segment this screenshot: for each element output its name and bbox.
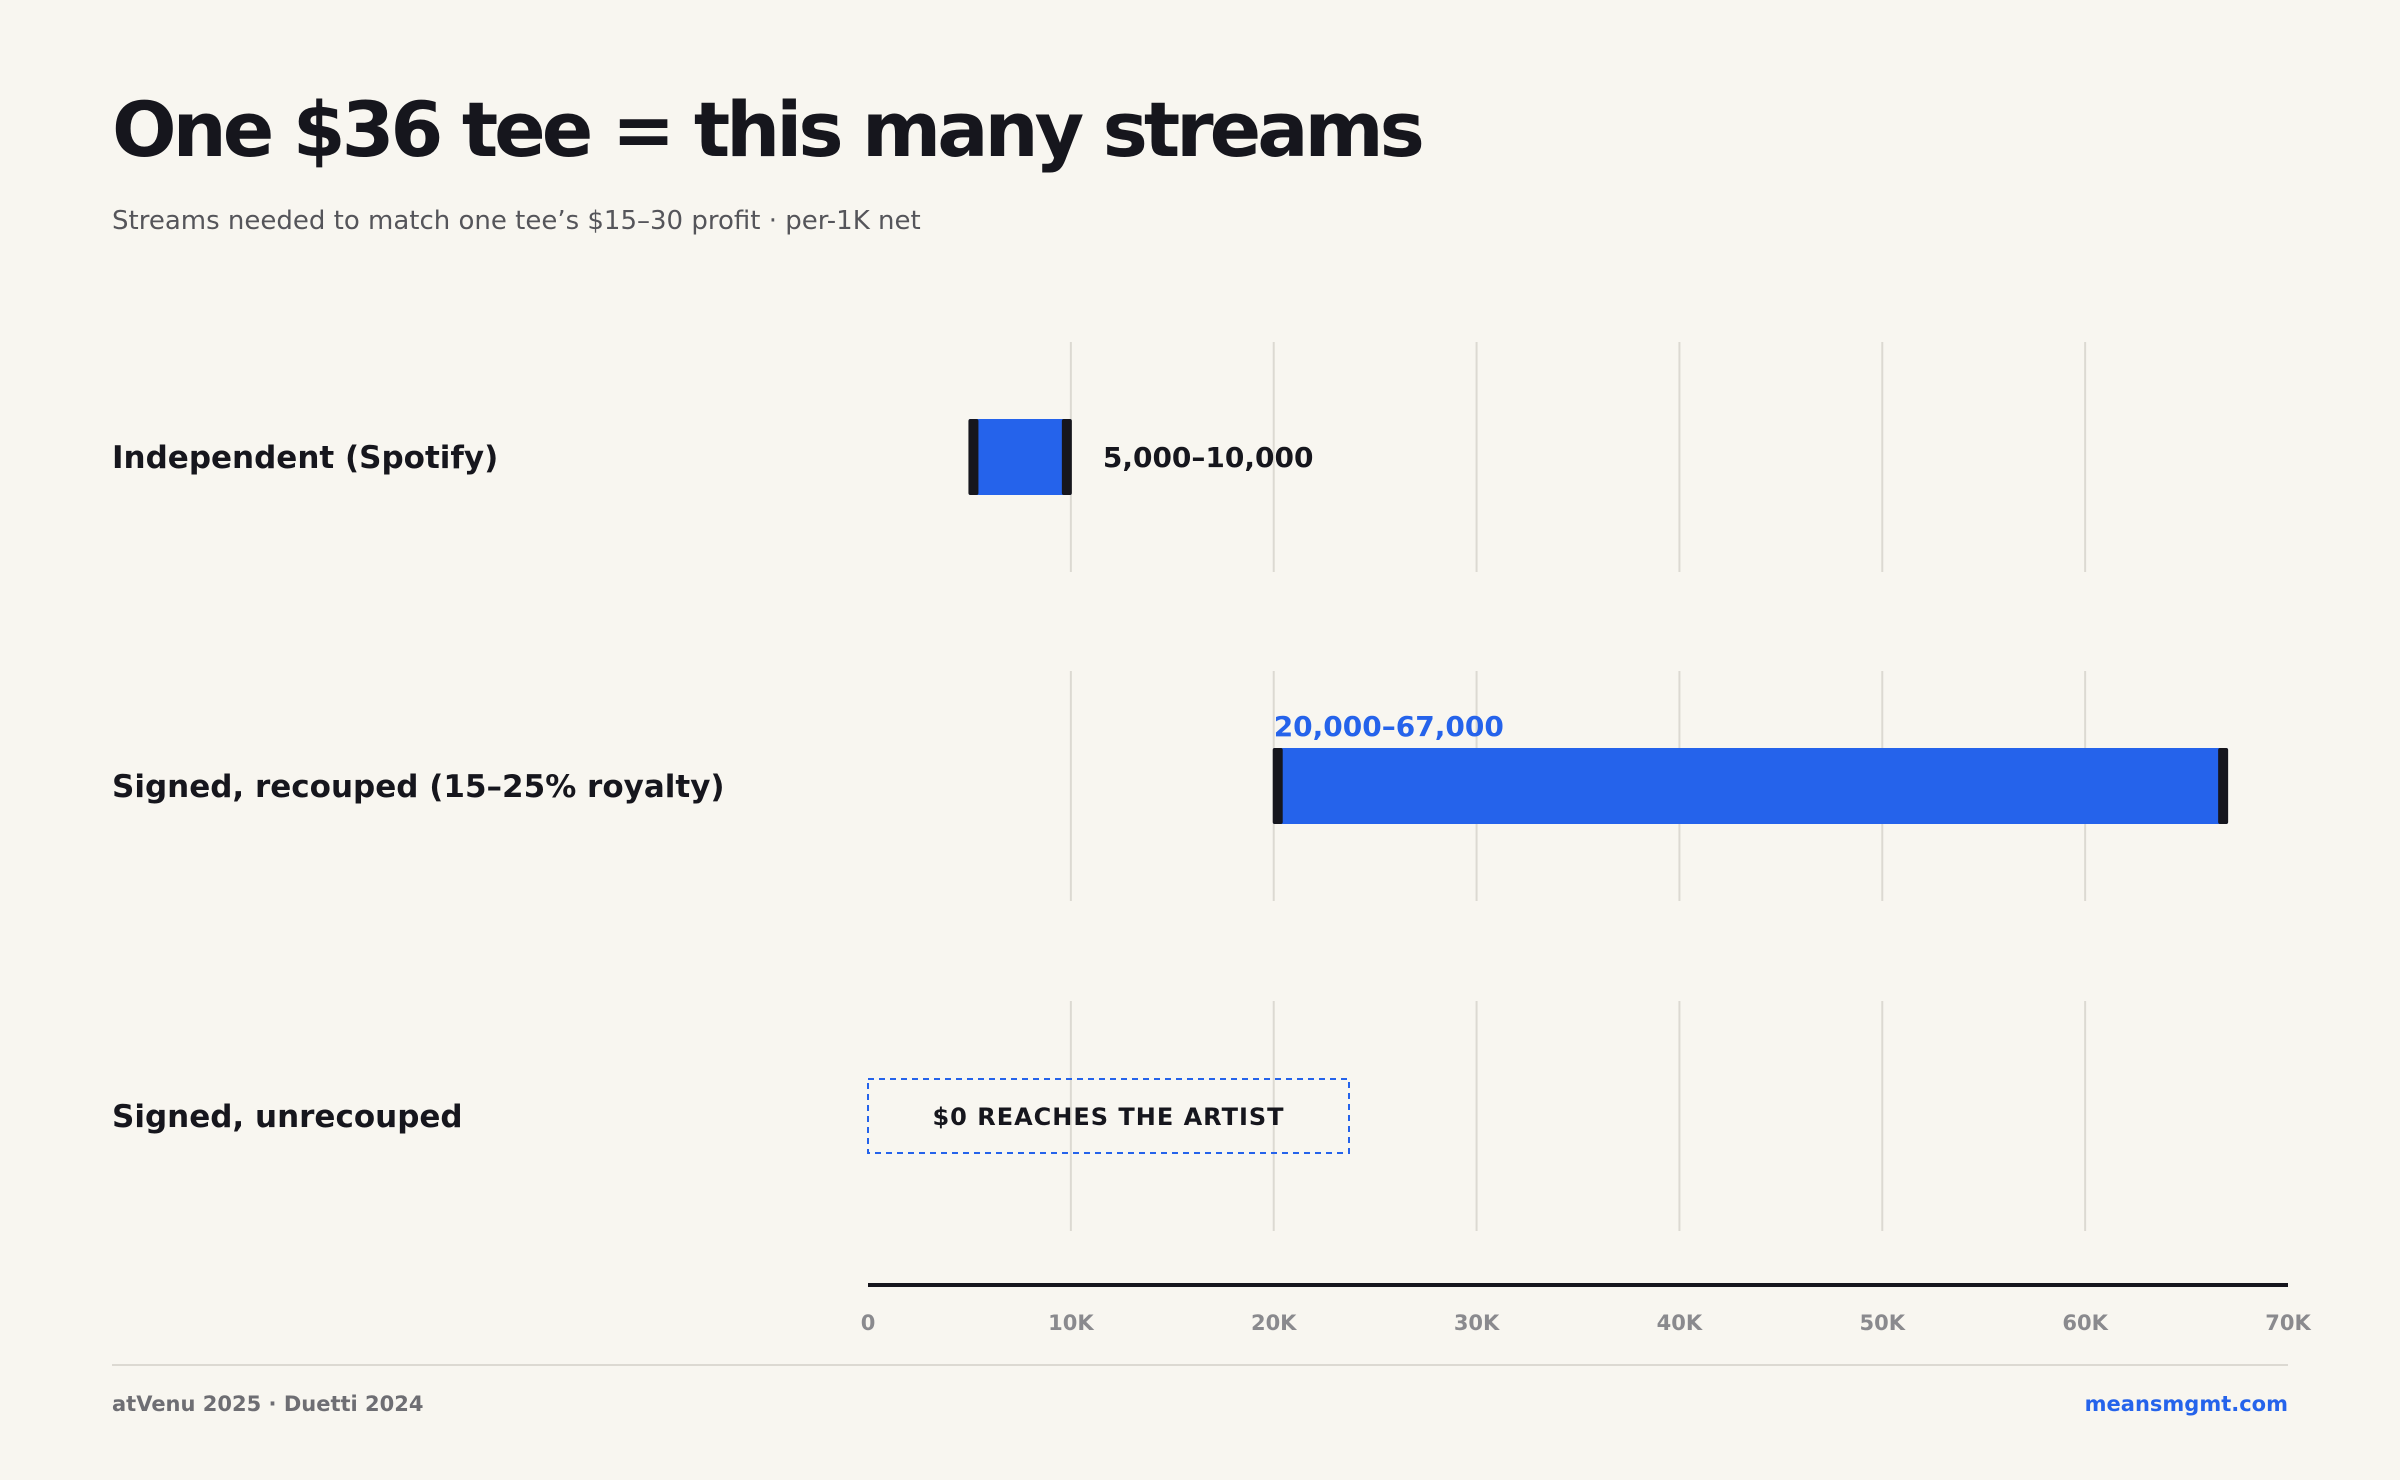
x-tick-label: 70K <box>2265 1311 2311 1335</box>
category-label: Independent (Spotify) <box>112 440 498 476</box>
chart-subtitle: Streams needed to match one tee’s $15–30… <box>112 206 921 236</box>
range-cap-high <box>2218 748 2229 824</box>
range-cap-low <box>1272 748 1283 824</box>
chart-title: One $36 tee = this many streams <box>112 85 1425 174</box>
range-bar-chart: Independent (Spotify) 5,000–10,000 Signed,… <box>112 342 2311 1335</box>
category-label: Signed, recouped (15–25% royalty) <box>112 769 725 805</box>
footer-link[interactable]: meansmgmt.com <box>2084 1392 2288 1416</box>
range-cap-high <box>1061 419 1072 495</box>
footer-source: atVenu 2025 · Duetti 2024 <box>112 1392 424 1416</box>
x-tick-label: 40K <box>1657 1311 1703 1335</box>
x-tick-label: 10K <box>1048 1311 1094 1335</box>
range-bar <box>1273 748 2228 824</box>
zero-note-label: $0 REACHES THE ARTIST <box>932 1103 1284 1131</box>
x-tick-label: 30K <box>1454 1311 1500 1335</box>
x-tick-label: 0 <box>861 1311 876 1335</box>
x-tick-label: 50K <box>1860 1311 1906 1335</box>
range-cap-low <box>968 419 979 495</box>
range-bar <box>969 419 1071 495</box>
x-tick-label: 20K <box>1251 1311 1297 1335</box>
x-tick-label: 60K <box>2062 1311 2108 1335</box>
zero-note-box <box>867 1078 1350 1154</box>
footer-divider <box>112 1364 2288 1366</box>
range-label: 5,000–10,000 <box>1103 441 1314 474</box>
range-label: 20,000–67,000 <box>1274 710 1504 743</box>
category-label: Signed, unrecouped <box>112 1099 463 1135</box>
